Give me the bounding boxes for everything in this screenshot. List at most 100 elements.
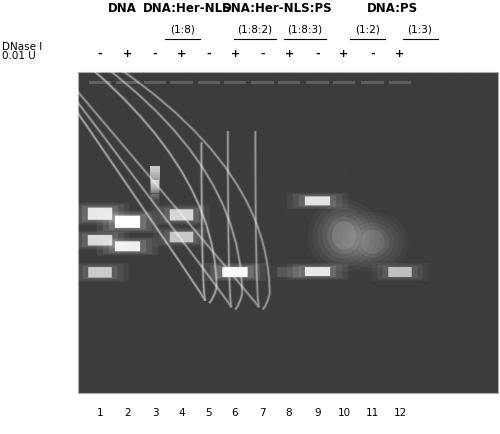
Bar — [150, 182, 160, 184]
Bar — [150, 204, 160, 206]
Text: +: + — [340, 49, 348, 59]
Bar — [150, 217, 160, 219]
Bar — [150, 195, 160, 196]
FancyBboxPatch shape — [382, 266, 418, 278]
FancyBboxPatch shape — [70, 230, 130, 250]
Bar — [150, 181, 160, 182]
FancyBboxPatch shape — [115, 241, 140, 251]
Text: 3: 3 — [152, 408, 158, 418]
Bar — [150, 215, 160, 217]
FancyBboxPatch shape — [88, 208, 112, 220]
Bar — [170, 81, 193, 85]
FancyBboxPatch shape — [88, 267, 112, 278]
Bar — [88, 81, 112, 85]
Bar — [150, 198, 160, 199]
FancyBboxPatch shape — [109, 240, 146, 253]
FancyBboxPatch shape — [287, 193, 348, 209]
FancyBboxPatch shape — [164, 230, 199, 244]
FancyBboxPatch shape — [115, 241, 140, 251]
Bar — [388, 81, 411, 85]
Bar — [150, 222, 160, 224]
Bar — [150, 210, 160, 211]
Text: +: + — [177, 49, 186, 59]
Bar — [150, 218, 160, 219]
FancyBboxPatch shape — [305, 197, 330, 205]
FancyBboxPatch shape — [76, 204, 124, 223]
Bar — [251, 81, 274, 85]
FancyBboxPatch shape — [103, 239, 152, 254]
Bar — [150, 180, 160, 181]
Text: +: + — [284, 49, 294, 59]
Bar — [78, 72, 498, 393]
Bar — [150, 233, 160, 235]
Bar — [150, 197, 160, 198]
FancyBboxPatch shape — [115, 216, 140, 228]
Bar — [150, 168, 160, 170]
FancyBboxPatch shape — [97, 237, 158, 255]
FancyBboxPatch shape — [305, 197, 330, 205]
FancyBboxPatch shape — [170, 232, 194, 242]
FancyBboxPatch shape — [88, 235, 112, 246]
FancyBboxPatch shape — [158, 206, 204, 224]
FancyBboxPatch shape — [293, 265, 342, 278]
FancyBboxPatch shape — [170, 232, 194, 242]
FancyBboxPatch shape — [103, 212, 152, 231]
Bar — [150, 194, 160, 195]
Bar — [150, 196, 160, 197]
Bar — [150, 237, 160, 239]
FancyBboxPatch shape — [82, 206, 118, 221]
Bar — [150, 182, 160, 183]
Bar — [150, 206, 160, 208]
Bar — [150, 195, 160, 197]
FancyBboxPatch shape — [210, 264, 260, 279]
Text: DNA:Her-NLS: DNA:Her-NLS — [143, 2, 232, 15]
Bar — [332, 81, 355, 85]
Bar — [150, 205, 160, 206]
Bar — [150, 175, 160, 177]
Bar — [150, 206, 160, 207]
FancyBboxPatch shape — [170, 209, 194, 220]
Bar — [150, 213, 160, 215]
FancyBboxPatch shape — [88, 267, 112, 278]
Ellipse shape — [356, 226, 390, 257]
FancyBboxPatch shape — [88, 208, 112, 220]
FancyBboxPatch shape — [293, 194, 342, 208]
Text: +: + — [123, 49, 132, 59]
Bar — [150, 204, 160, 205]
FancyBboxPatch shape — [76, 232, 124, 248]
Text: 11: 11 — [366, 408, 379, 418]
Text: 4: 4 — [178, 408, 185, 418]
Bar — [198, 81, 220, 85]
Bar — [150, 219, 160, 220]
Bar — [150, 219, 160, 220]
Text: +: + — [230, 49, 239, 59]
Bar — [150, 189, 160, 190]
Bar — [150, 170, 160, 171]
FancyBboxPatch shape — [305, 267, 330, 276]
Bar — [150, 208, 160, 210]
Text: -: - — [152, 49, 158, 59]
FancyBboxPatch shape — [164, 208, 199, 222]
Bar — [150, 213, 160, 214]
FancyBboxPatch shape — [377, 264, 423, 279]
Text: (1:2): (1:2) — [355, 25, 380, 35]
Bar — [144, 81, 167, 85]
FancyBboxPatch shape — [216, 266, 254, 278]
Bar — [150, 177, 160, 179]
Text: 2: 2 — [124, 408, 131, 418]
Bar — [150, 199, 160, 201]
Ellipse shape — [327, 217, 361, 254]
Bar — [150, 197, 160, 199]
Bar — [150, 211, 160, 213]
Text: 9: 9 — [314, 408, 321, 418]
Bar — [150, 188, 160, 190]
Text: (1:8:3): (1:8:3) — [288, 25, 322, 35]
Ellipse shape — [322, 212, 366, 259]
Bar — [150, 221, 160, 222]
Bar — [150, 220, 160, 221]
Bar — [150, 235, 160, 237]
Text: (1:8): (1:8) — [170, 25, 195, 35]
Bar — [150, 179, 160, 181]
Bar — [150, 191, 160, 193]
Bar — [150, 224, 160, 225]
